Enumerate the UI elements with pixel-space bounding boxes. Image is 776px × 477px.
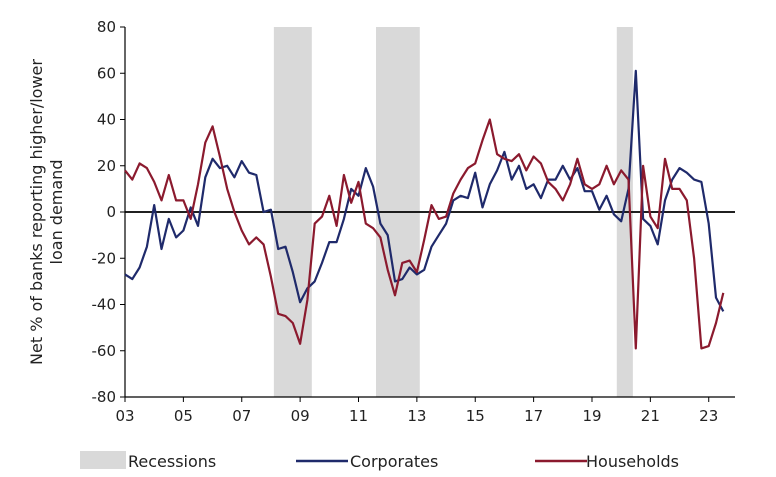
y-tick-label: -60	[92, 342, 117, 360]
y-tick-label: -80	[92, 388, 117, 406]
x-tick-label: 13	[407, 407, 426, 425]
x-tick-label: 21	[641, 407, 660, 425]
y-axis-label-line: loan demand	[47, 160, 66, 265]
y-tick-label: 20	[97, 157, 116, 175]
x-tick-label: 15	[466, 407, 485, 425]
x-tick-label: 03	[115, 407, 134, 425]
y-tick-label: 40	[97, 111, 116, 129]
series-line-corporates	[124, 69, 725, 312]
y-tick-label: 80	[97, 18, 116, 36]
series-line-households	[124, 118, 725, 350]
x-tick-label: 11	[349, 407, 368, 425]
y-axis-label-line: Net % of banks reporting higher/lower	[27, 59, 46, 365]
x-tick-label: 23	[699, 407, 718, 425]
legend-swatch-recessions	[80, 451, 126, 469]
y-tick-label: -20	[92, 249, 117, 267]
y-tick-label: -40	[92, 296, 117, 314]
x-tick-label: 19	[582, 407, 601, 425]
x-tick-label: 07	[232, 407, 251, 425]
x-tick-label: 05	[174, 407, 193, 425]
legend: Recessions Corporates Households	[80, 451, 679, 471]
y-tick-label: 0	[106, 203, 116, 221]
legend-label-households: Households	[586, 452, 679, 471]
y-tick-label: 60	[97, 64, 116, 82]
x-tick-label: 17	[524, 407, 543, 425]
y-axis-label: Net % of banks reporting higher/lowerloa…	[27, 59, 66, 365]
legend-label-recessions: Recessions	[128, 452, 216, 471]
series-lines	[124, 69, 725, 350]
legend-label-corporates: Corporates	[350, 452, 438, 471]
x-tick-label: 09	[291, 407, 310, 425]
